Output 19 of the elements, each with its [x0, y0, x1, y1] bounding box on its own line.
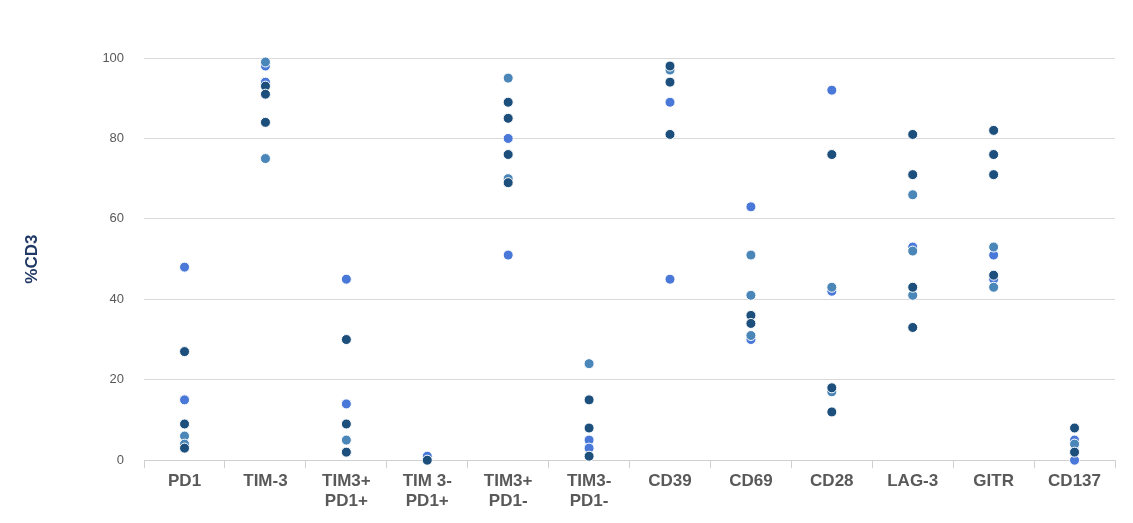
x-tick-label: GITR	[973, 471, 1014, 491]
y-tick-label: 100	[102, 49, 125, 65]
y-tick-label: 20	[109, 371, 125, 387]
x-tick-label: TIM3+ PD1-	[483, 471, 533, 511]
x-tick-label: TIM3+ PD1+	[322, 471, 371, 511]
x-tick-label: CD137	[1048, 471, 1102, 491]
y-tick-label: 80	[109, 130, 125, 146]
y-axis-title: %CD3	[21, 234, 41, 284]
x-tick-label: CD28	[810, 471, 854, 491]
x-tick-label: CD39	[648, 471, 692, 491]
x-tick-label: CD69	[729, 471, 773, 491]
y-tick-label: 60	[109, 210, 125, 226]
x-tick-label: TIM 3- PD1+	[402, 471, 452, 511]
x-tick-label: TIM3- PD1-	[566, 471, 612, 511]
y-tick-label: 0	[116, 451, 125, 467]
x-tick-label: LAG-3	[887, 471, 939, 491]
x-tick-label: PD1	[168, 471, 202, 491]
x-tick-label: TIM-3	[243, 471, 288, 491]
y-tick-label: 40	[109, 290, 125, 306]
